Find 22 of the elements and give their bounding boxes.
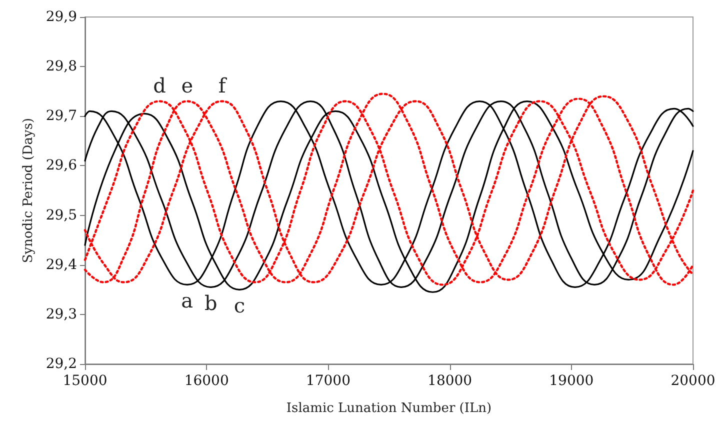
y-tick-label: 29,3	[46, 306, 77, 322]
y-tick-label: 29,2	[46, 356, 77, 372]
y-tick-label: 29,7	[46, 108, 77, 124]
x-axis-title: Islamic Lunation Number (ILn)	[286, 401, 492, 416]
annotation: b	[204, 291, 218, 316]
x-tick-label: 20000	[670, 373, 716, 389]
y-axis-title: Synodic Period (Days)	[20, 118, 36, 264]
x-tick-label: 17000	[306, 373, 350, 389]
annotation: e	[181, 73, 194, 98]
annotation: c	[234, 294, 246, 318]
y-tick-label: 29,9	[46, 9, 77, 25]
annotation: d	[153, 73, 166, 98]
x-tick-label: 19000	[549, 373, 594, 389]
x-tick-label: 16000	[184, 373, 229, 389]
y-tick-label: 29,8	[46, 58, 77, 75]
x-tick-label: 15000	[62, 373, 108, 389]
y-tick-label: 29,6	[46, 158, 78, 174]
annotation: f	[218, 73, 228, 98]
y-tick-label: 29,4	[46, 256, 78, 273]
annotation: a	[181, 288, 194, 313]
x-tick-label: 18000	[428, 373, 472, 389]
y-tick-label: 29,5	[46, 207, 77, 224]
